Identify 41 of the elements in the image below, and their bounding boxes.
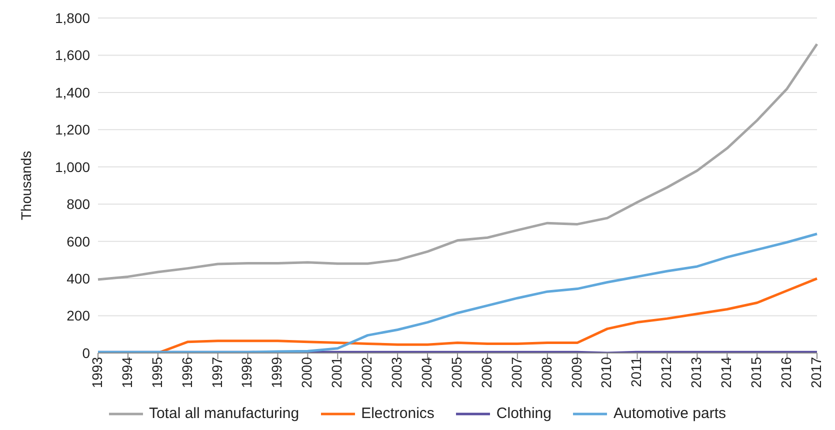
x-tick-label: 1997 <box>208 356 225 388</box>
y-tick-label: 800 <box>66 196 90 212</box>
x-tick-label: 2002 <box>358 356 375 388</box>
y-tick-label: 1,800 <box>54 10 90 26</box>
x-tick-label: 2008 <box>538 356 554 388</box>
y-tick-label: 200 <box>66 308 90 324</box>
legend-label: Automotive parts <box>613 405 726 422</box>
x-tick-label: 2013 <box>688 356 704 388</box>
x-tick-label: 2015 <box>748 356 764 388</box>
x-tick-label: 2014 <box>718 356 734 388</box>
y-tick-label: 600 <box>66 233 90 250</box>
legend-label: Clothing <box>496 405 552 422</box>
y-tick-label: 1,000 <box>54 158 90 175</box>
x-tick-label: 2017 <box>808 356 824 388</box>
line-series <box>96 42 818 281</box>
x-tick-label: 1993 <box>88 356 105 388</box>
legend-label: Total all manufacturing <box>148 405 300 422</box>
x-tick-label: 2009 <box>568 356 584 388</box>
x-tick-label: 2000 <box>298 356 315 388</box>
x-tick-label: 2016 <box>778 356 794 388</box>
x-tick-label: 1994 <box>118 356 135 388</box>
y-tick-label: 1,600 <box>54 47 90 64</box>
x-tick-label: 1996 <box>178 356 195 388</box>
x-tick-label: 2007 <box>508 356 524 388</box>
y-tick-label: 400 <box>66 270 90 287</box>
x-tick-label: 2003 <box>388 356 405 388</box>
x-tick-label: 2005 <box>448 356 464 388</box>
x-tick-label: 1999 <box>268 356 285 388</box>
x-tick-label: 2011 <box>628 356 644 388</box>
x-tick-label: 2004 <box>418 356 434 388</box>
y-tick-label: 1,400 <box>54 84 90 100</box>
x-tick-label: 2010 <box>598 356 614 388</box>
y-tick-label: 1,200 <box>54 122 90 138</box>
x-tick-label: 1995 <box>148 356 165 388</box>
x-tick-label: 2001 <box>328 356 345 388</box>
x-tick-label: 2006 <box>478 356 494 388</box>
legend-label: Electronics <box>361 405 434 422</box>
x-tick-label: 1998 <box>238 356 255 388</box>
x-tick-label: 2012 <box>658 356 674 388</box>
y-tick-label: 0 <box>82 344 90 361</box>
y-axis-title: Thousands <box>18 150 34 220</box>
